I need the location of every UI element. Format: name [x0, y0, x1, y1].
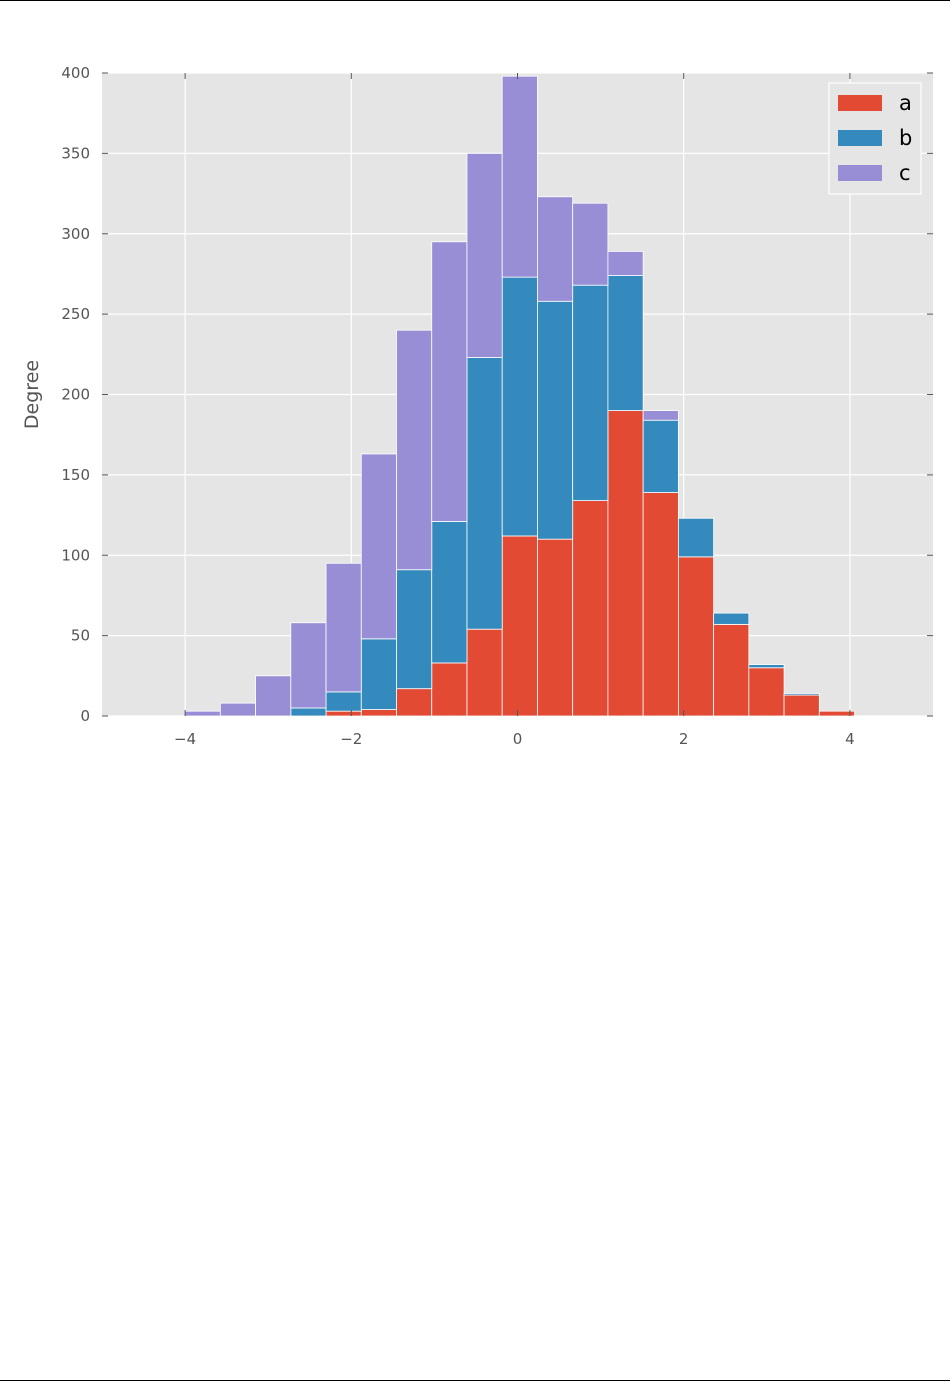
- bar-a: [396, 688, 433, 717]
- bar-b: [396, 569, 433, 690]
- y-axis-label: Degree: [21, 360, 43, 429]
- bar-b: [748, 664, 785, 669]
- bar-c: [325, 562, 362, 693]
- legend-swatch-c: [838, 165, 882, 181]
- legend-label-a: a: [899, 91, 912, 115]
- bar-b: [572, 284, 609, 501]
- bar-a: [501, 535, 538, 717]
- legend-swatch-a: [838, 95, 882, 111]
- bar-b: [713, 612, 750, 625]
- y-tick-label: 50: [71, 627, 90, 645]
- bar-a: [325, 710, 362, 717]
- y-tick-label: 350: [61, 144, 90, 162]
- bar-c: [466, 152, 503, 358]
- bar-c: [219, 702, 256, 717]
- bar-a: [642, 492, 679, 717]
- histogram-chart: −4 −2 0 2 4 0 50 100 150 200 250 300 350 400 abc Degre…: [21, 64, 933, 748]
- x-tick-label: 4: [845, 730, 855, 748]
- bar-c: [360, 453, 397, 640]
- y-tick-label: 100: [61, 546, 90, 564]
- bar-c: [184, 710, 221, 717]
- legend-swatch-b: [838, 130, 882, 146]
- bar-c: [396, 329, 433, 571]
- bar-a: [783, 694, 820, 717]
- bottom-rule: [0, 1380, 950, 1381]
- bar-a: [607, 410, 644, 717]
- bar-b: [501, 276, 538, 537]
- y-tick-label: 150: [61, 466, 90, 484]
- plot-area: −4 −2 0 2 4 0 50 100 150 200 250 300 350 400 abc: [61, 64, 933, 748]
- x-tick-label: −2: [340, 730, 362, 748]
- bar-c: [431, 241, 468, 522]
- bar-b: [642, 419, 679, 493]
- y-tick-label: 200: [61, 386, 90, 404]
- y-tick-label: 400: [61, 64, 90, 82]
- bar-c: [537, 196, 574, 302]
- legend-label-c: c: [899, 161, 911, 185]
- y-tick-label: 0: [80, 707, 90, 725]
- bar-c: [255, 675, 292, 717]
- bar-b: [466, 357, 503, 630]
- bar-a: [431, 662, 468, 717]
- bar-a: [818, 710, 855, 717]
- bar-b: [431, 521, 468, 664]
- bar-c: [290, 622, 327, 709]
- bar-b: [607, 275, 644, 411]
- bar-c: [642, 410, 679, 421]
- y-tick-label: 250: [61, 305, 90, 323]
- bar-a: [360, 709, 397, 717]
- bar-b: [360, 638, 397, 710]
- y-tick-label: 300: [61, 225, 90, 243]
- x-tick-label: −4: [174, 730, 196, 748]
- bar-a: [537, 538, 574, 717]
- top-rule: [0, 0, 950, 1]
- bar-c: [572, 202, 609, 286]
- bar-a: [677, 556, 715, 717]
- x-tick-label: 2: [679, 730, 689, 748]
- bar-a: [466, 628, 503, 717]
- bar-c: [607, 251, 644, 276]
- legend-label-b: b: [899, 126, 912, 150]
- bar-a: [748, 667, 785, 717]
- bar-b: [677, 517, 715, 558]
- x-tick-label: 0: [513, 730, 523, 748]
- bar-c: [501, 75, 538, 278]
- bar-b: [783, 693, 820, 696]
- bar-b: [290, 707, 327, 717]
- bar-b: [325, 691, 362, 712]
- bar-a: [572, 500, 609, 717]
- bar-a: [713, 623, 750, 717]
- bar-b: [537, 300, 574, 540]
